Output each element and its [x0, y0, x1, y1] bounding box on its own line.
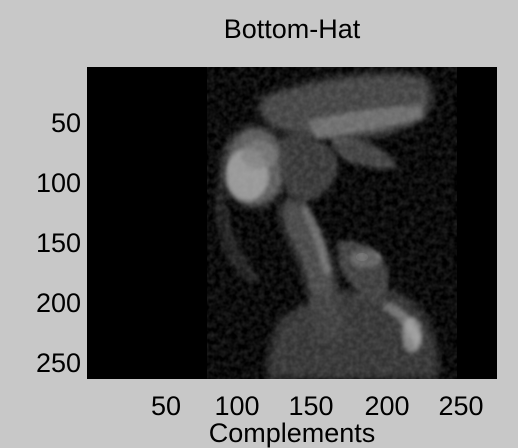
y-tick-label: 50: [50, 108, 81, 138]
plot-title: Bottom-Hat: [223, 14, 361, 44]
x-axis-label: Complements: [208, 418, 376, 448]
y-tick-label: 200: [35, 288, 81, 318]
y-tick-label: 250: [35, 348, 81, 378]
grayscale-mri-image: [87, 67, 497, 379]
figure-window: Bottom-Hat: [35, 14, 497, 447]
x-tick-label: 150: [288, 391, 334, 421]
x-tick-label: 250: [438, 391, 484, 421]
x-tick-label: 200: [364, 391, 410, 421]
image-axes[interactable]: [87, 67, 497, 379]
y-tick-label: 150: [35, 228, 81, 258]
y-tick-label: 100: [35, 168, 81, 198]
x-tick-label: 50: [150, 391, 182, 421]
x-tick-label: 100: [214, 391, 260, 421]
